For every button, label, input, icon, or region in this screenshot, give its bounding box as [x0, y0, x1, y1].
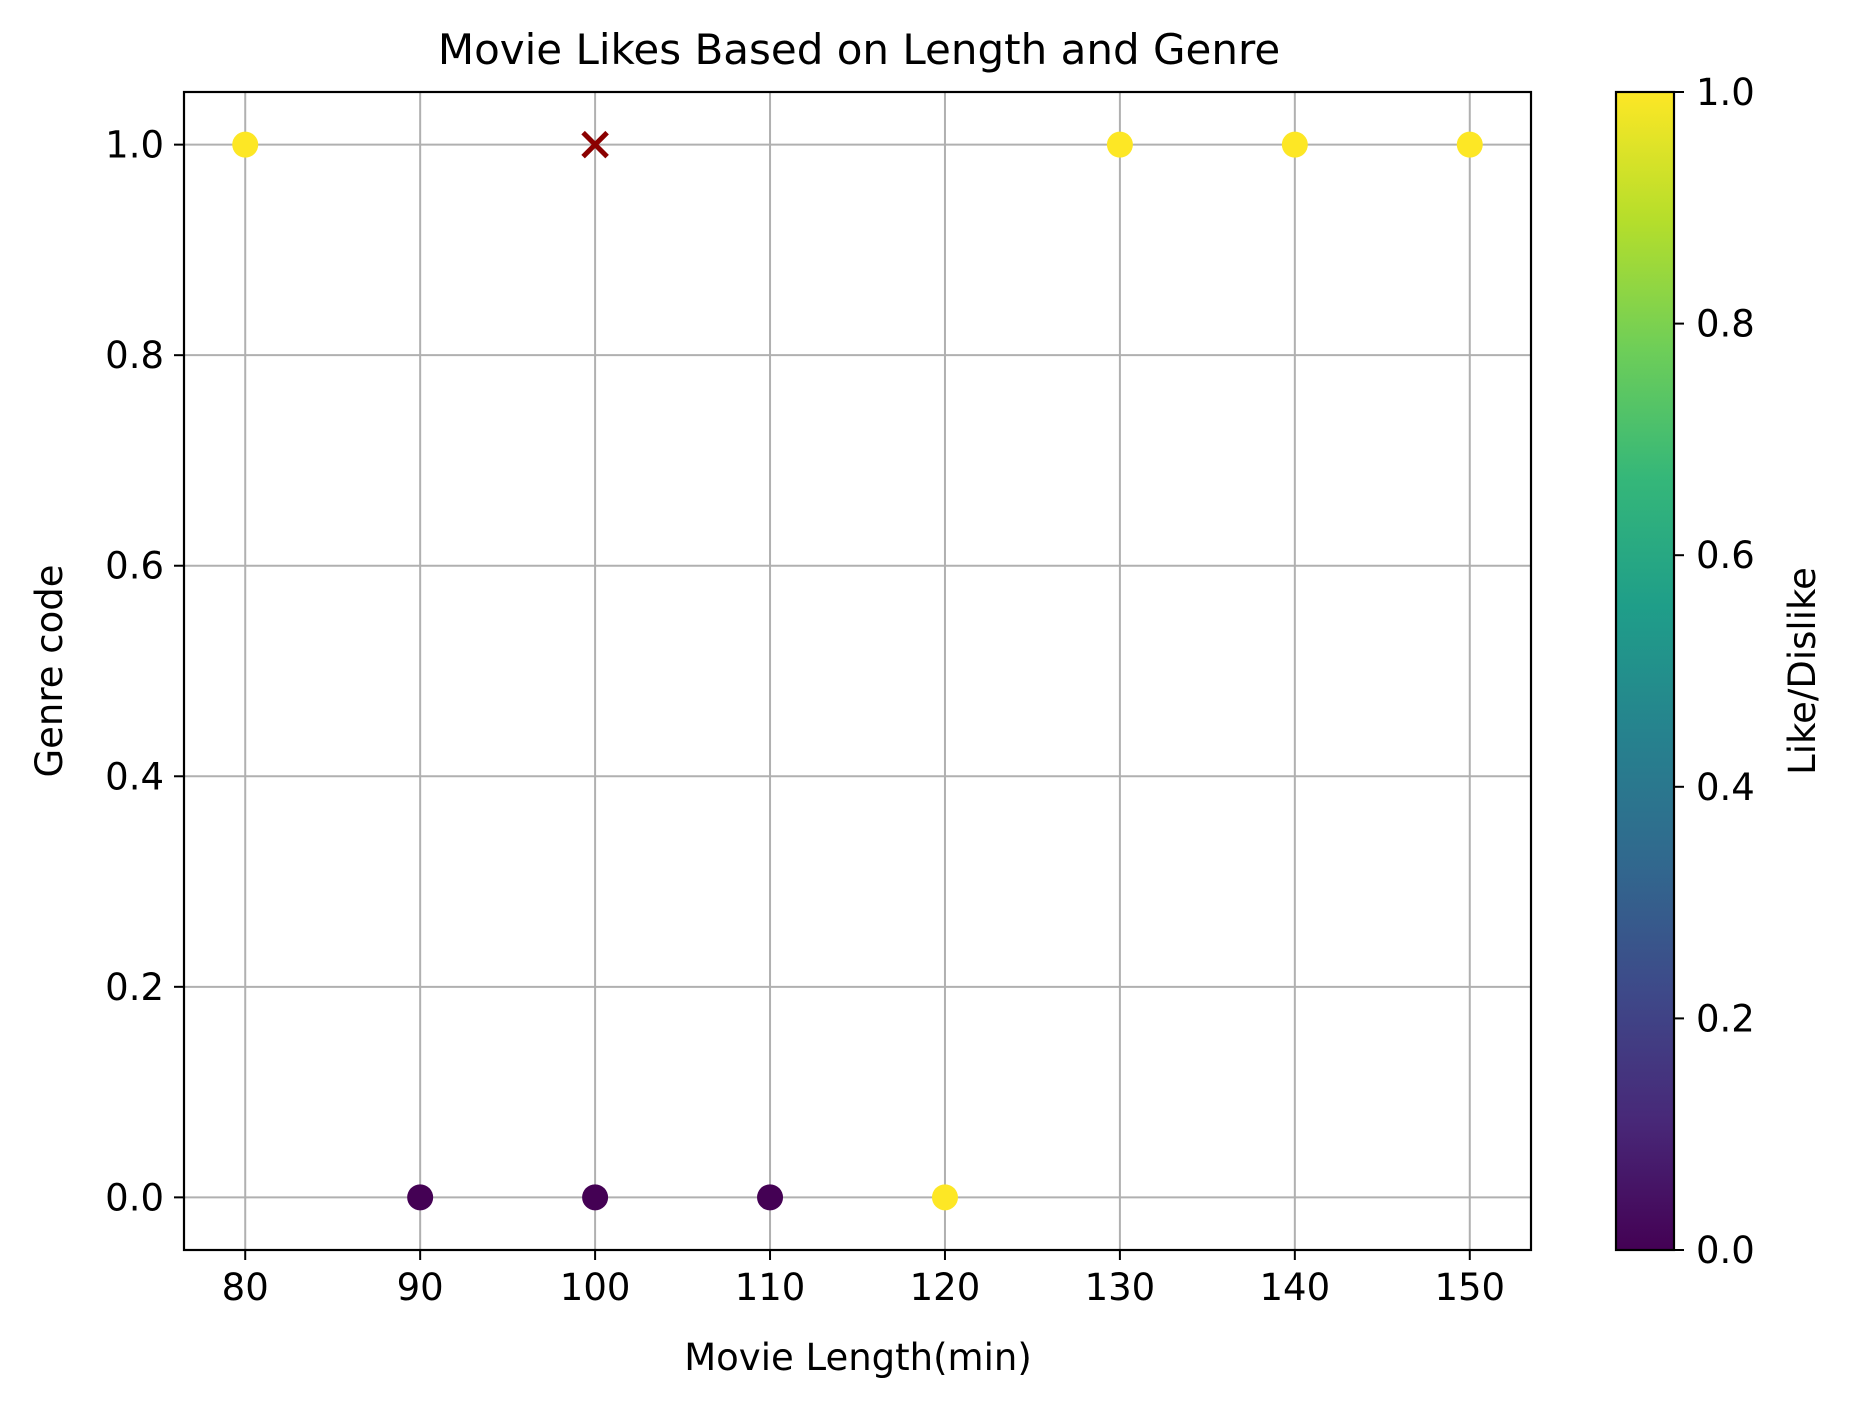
x-axis-label: Movie Length(min)	[684, 1336, 1032, 1379]
x-tick-label: 150	[1434, 1266, 1505, 1309]
highlight-x-stroke	[581, 130, 609, 159]
y-tick-label: 0.6	[105, 545, 164, 588]
x-tick-label: 130	[1085, 1266, 1156, 1309]
y-tick-label: 1.0	[105, 124, 164, 167]
scatter-point	[931, 1184, 958, 1211]
x-tick-label: 90	[397, 1266, 444, 1309]
y-axis-ticks: 0.0 0.2 0.4 0.6 0.8 1.0	[105, 124, 184, 1219]
x-tick-label: 110	[735, 1266, 806, 1309]
y-tick-label: 0.2	[105, 966, 164, 1009]
colorbar-label: Like/Dislike	[1781, 567, 1824, 775]
scatter-point	[1281, 131, 1308, 158]
scatter-point	[1456, 131, 1483, 158]
highlight-x-marker	[581, 130, 609, 159]
y-tick-label: 0.0	[105, 1176, 164, 1219]
y-tick-label: 0.4	[105, 755, 164, 798]
x-tick-label: 80	[222, 1266, 269, 1309]
colorbar-ticks: 0.0 0.2 0.4 0.6 0.8 1.0	[1674, 71, 1755, 1272]
x-axis-ticks: 80 90 100 110 120 130 140 150	[222, 1250, 1505, 1309]
colorbar-tick-label: 0.0	[1696, 1229, 1755, 1272]
x-tick-label: 120	[910, 1266, 981, 1309]
colorbar-tick-label: 1.0	[1696, 71, 1755, 114]
y-axis-label: Genre code	[28, 564, 71, 777]
y-tick-label: 0.8	[105, 334, 164, 377]
plot-area-frame	[182, 90, 1533, 1252]
scatter-point	[757, 1184, 784, 1211]
data-points	[232, 130, 1483, 1211]
x-tick-label: 100	[560, 1266, 631, 1309]
colorbar-tick-label: 0.4	[1696, 766, 1755, 809]
colorbar-tick-label: 0.2	[1696, 997, 1755, 1040]
scatter-point	[407, 1184, 434, 1211]
scatter-point	[582, 1184, 609, 1211]
scatter-point	[1106, 131, 1133, 158]
x-tick-label: 140	[1260, 1266, 1331, 1309]
colorbar-tick-label: 0.8	[1696, 303, 1755, 346]
grid-lines	[184, 92, 1531, 1250]
chart-title: Movie Likes Based on Length and Genre	[438, 25, 1280, 74]
colorbar	[1614, 90, 1676, 1252]
scatter-point	[232, 131, 259, 158]
colorbar-tick-label: 0.6	[1696, 534, 1755, 577]
